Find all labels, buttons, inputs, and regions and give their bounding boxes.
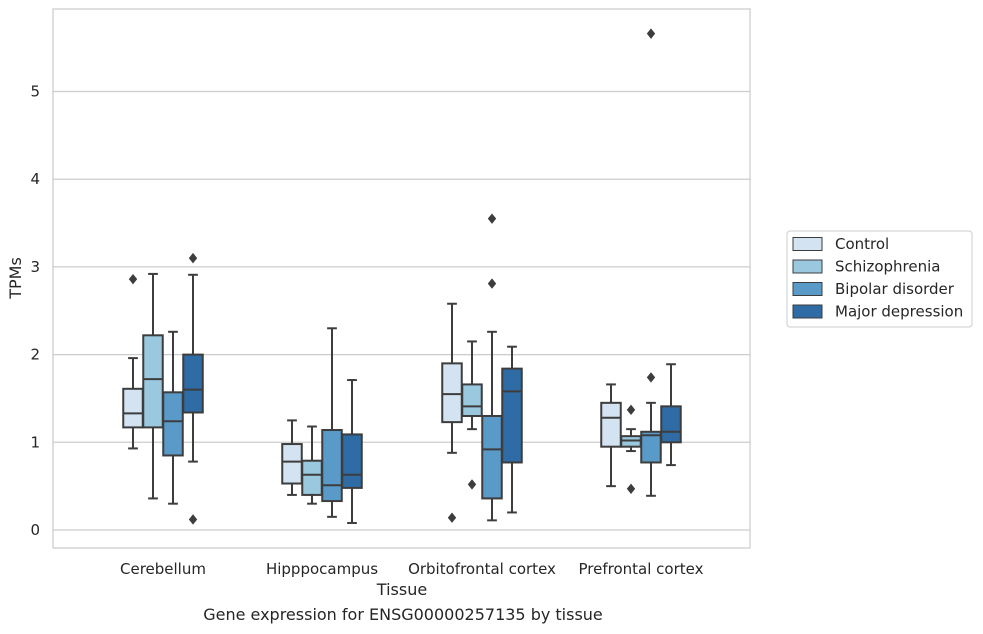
- outlier-point: [487, 278, 497, 289]
- x-tick-label: Orbitofrontal cortex: [408, 560, 556, 578]
- plot-frame: [52, 8, 751, 549]
- box-schizophrenia: [461, 340, 483, 490]
- outlier-point: [128, 273, 138, 285]
- figure-caption: Gene expression for ENSG00000257135 by t…: [203, 605, 603, 624]
- box-schizophrenia: [301, 425, 323, 505]
- x-tick-label: Hipppocampus: [266, 560, 378, 578]
- x-tick-label: Cerebellum: [120, 560, 206, 578]
- legend-label: Bipolar disorder: [835, 280, 955, 298]
- box-bipolar-disorder: [321, 327, 343, 518]
- outlier-point: [467, 479, 477, 490]
- box-control: [281, 419, 303, 496]
- box-iqr: [461, 383, 483, 417]
- box-iqr: [481, 414, 503, 500]
- box-control: [441, 302, 463, 523]
- y-axis-ticks: 0 1 2 3 4 5: [30, 83, 40, 540]
- box-iqr: [321, 429, 343, 503]
- box-iqr: [182, 353, 204, 414]
- y-tick-label: 3: [30, 258, 40, 276]
- box-major-depression: [660, 363, 682, 467]
- box-schizophrenia: [142, 272, 164, 500]
- box-control: [122, 273, 144, 450]
- box-bipolar-disorder: [481, 213, 503, 522]
- box-iqr: [640, 430, 662, 464]
- x-axis-label: Tissue: [376, 580, 427, 599]
- legend-frame: [786, 230, 973, 328]
- x-tick-label: Prefrontal cortex: [579, 560, 704, 578]
- x-axis-ticks: Cerebellum Hipppocampus Orbitofrontal cort…: [120, 560, 704, 578]
- box-control: [600, 383, 622, 488]
- box-iqr: [341, 433, 363, 489]
- box-iqr: [600, 401, 622, 448]
- outlier-point: [646, 28, 656, 39]
- outlier-point: [447, 512, 457, 523]
- y-tick-label: 5: [30, 83, 40, 101]
- outlier-point: [626, 483, 636, 494]
- box-iqr: [281, 443, 303, 485]
- outlier-point: [626, 404, 636, 416]
- box-bipolar-disorder: [162, 330, 184, 505]
- box-iqr: [501, 367, 523, 464]
- box-iqr: [301, 459, 323, 496]
- box-iqr: [441, 362, 463, 424]
- y-tick-label: 2: [30, 346, 40, 364]
- legend-swatch: [792, 304, 823, 319]
- y-tick-label: 1: [30, 433, 40, 451]
- legend-label: Control: [835, 235, 889, 253]
- legend: Control Schizophrenia Bipolar disorder Majo…: [786, 230, 973, 328]
- box-major-depression: [501, 345, 523, 514]
- y-tick-label: 0: [30, 521, 40, 539]
- box-schizophrenia: [620, 404, 642, 494]
- box-iqr: [162, 391, 184, 457]
- legend-label: Schizophrenia: [835, 258, 940, 276]
- box-major-depression: [182, 252, 204, 525]
- outlier-point: [646, 372, 656, 383]
- boxplots: [122, 28, 682, 525]
- y-axis-label: TPMs: [6, 257, 25, 300]
- box-bipolar-disorder: [640, 28, 662, 497]
- box-iqr: [142, 334, 164, 429]
- legend-swatch: [792, 237, 823, 251]
- outlier-point: [188, 514, 198, 525]
- box-major-depression: [341, 379, 363, 524]
- box-iqr: [660, 405, 682, 444]
- y-tick-label: 4: [30, 170, 40, 188]
- box-iqr: [122, 387, 144, 429]
- legend-swatch: [792, 282, 823, 296]
- legend-swatch: [792, 259, 823, 274]
- gridlines: [53, 90, 750, 531]
- outlier-point: [487, 213, 497, 224]
- legend-label: Major depression: [835, 303, 963, 321]
- outlier-point: [188, 252, 198, 264]
